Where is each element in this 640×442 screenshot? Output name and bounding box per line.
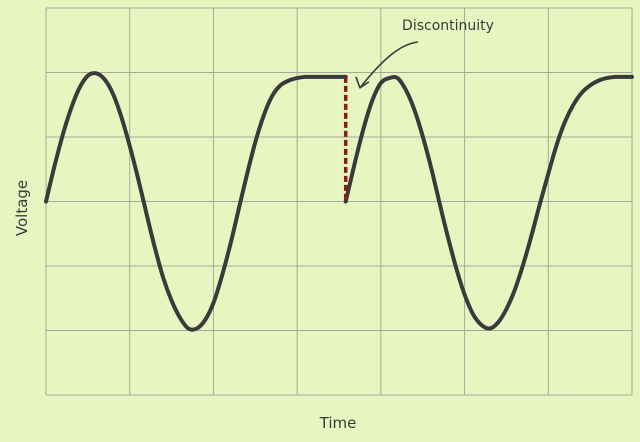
annotation-arrowhead — [355, 76, 370, 89]
x-axis-label: Time — [319, 414, 357, 432]
annotation-arrow — [359, 41, 419, 89]
waveform — [44, 71, 634, 332]
annotations: Discontinuity — [355, 18, 494, 89]
annotation-label: Discontinuity — [402, 18, 494, 34]
y-axis-label: Voltage — [13, 180, 31, 236]
waveform-segment-2 — [343, 74, 634, 331]
waveform-segment-1 — [44, 71, 348, 332]
